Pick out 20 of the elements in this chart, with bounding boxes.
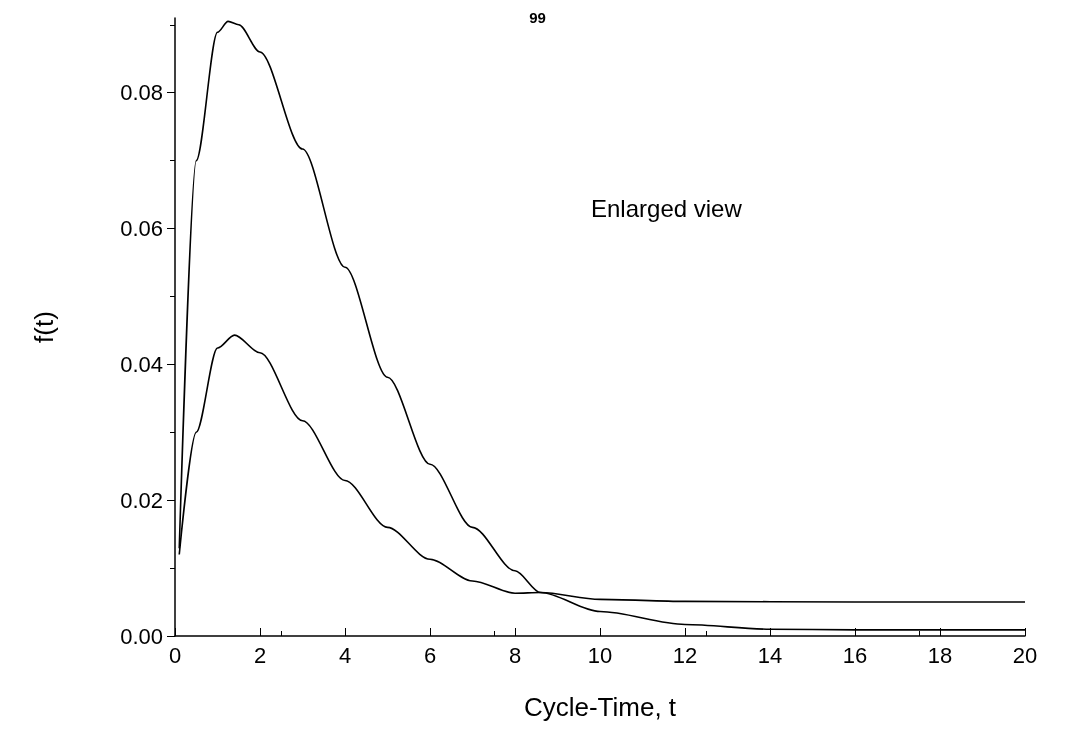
x-tick-label: 2	[253, 642, 267, 668]
annotation: 99	[529, 9, 546, 26]
x-tick-label: 8	[508, 642, 522, 668]
x-tick-label: 4	[338, 642, 352, 668]
x-tick-label: 12	[672, 642, 698, 668]
y-tick-label: 0.06	[120, 216, 163, 242]
y-tick-label: 0.02	[120, 487, 163, 513]
y-tick-label: 0.04	[120, 351, 163, 377]
x-tick-label: 20	[1012, 642, 1038, 668]
x-tick-label: 18	[927, 642, 953, 668]
x-tick-label: 10	[587, 642, 613, 668]
y-axis-title: f(t)	[29, 311, 59, 343]
x-tick-label: 6	[423, 642, 437, 668]
x-tick-label: 0	[168, 642, 182, 668]
x-tick-label: 16	[842, 642, 868, 668]
x-tick-label: 14	[757, 642, 783, 668]
y-tick-label: 0.08	[120, 80, 163, 106]
annotation: Enlarged view	[591, 194, 743, 222]
x-axis-title: Cycle-Time, t	[523, 692, 677, 722]
y-tick-label: 0.00	[120, 623, 163, 649]
